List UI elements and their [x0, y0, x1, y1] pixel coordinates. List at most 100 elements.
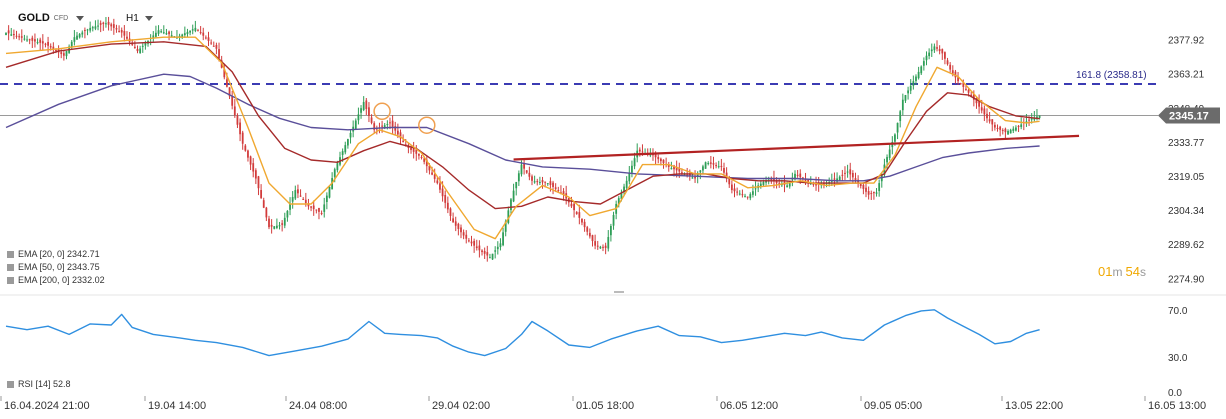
candle-body [297, 189, 299, 194]
candle-body [165, 33, 168, 35]
candle-body [91, 27, 94, 29]
candle-body [610, 225, 612, 236]
candle-body [354, 120, 357, 130]
candle-body [836, 178, 838, 182]
candle-body [197, 30, 199, 32]
symbol-selector[interactable]: GOLD CFD [18, 10, 85, 26]
candle-body [278, 225, 281, 227]
symbol-dropdown-icon[interactable] [76, 15, 85, 21]
candle-body [812, 183, 815, 185]
candle-body [99, 23, 102, 25]
candle-body [588, 232, 591, 237]
candle-body [878, 183, 881, 192]
candle-body [270, 224, 273, 227]
candle-body [257, 176, 260, 189]
candle-body [657, 157, 660, 160]
indicator-ema20[interactable]: EMA [20, 0] 2342.71 [7, 249, 100, 259]
candle-body [738, 193, 741, 195]
candle-body [389, 122, 391, 124]
candle-body [538, 181, 541, 183]
candle-body [1001, 129, 1004, 131]
candle-body [1012, 128, 1015, 131]
candle-body [333, 169, 336, 177]
time-axis-tick: 24.04 08:00 [289, 400, 347, 412]
candle-body [570, 203, 573, 207]
candle-body [980, 107, 983, 111]
candle-body [654, 153, 657, 158]
candle-body [144, 43, 147, 46]
candle-body [1009, 129, 1012, 134]
candle-body [262, 200, 265, 208]
candle-body [481, 250, 483, 253]
timeframe-selector[interactable]: H1 [126, 10, 153, 26]
candle-body [888, 149, 891, 158]
candle-body [307, 203, 310, 207]
candle-body [546, 183, 549, 185]
candle-body [515, 181, 518, 189]
settings-icon[interactable] [7, 276, 14, 284]
candle-body [183, 33, 186, 36]
candle-body [823, 183, 825, 185]
candle-body [946, 60, 949, 65]
candle-body [428, 165, 431, 171]
settings-icon[interactable] [7, 380, 14, 388]
candle-body [312, 205, 315, 210]
candle-body [733, 188, 736, 192]
candle-body [909, 85, 912, 91]
candle-body [204, 37, 207, 39]
candle-body [667, 164, 670, 167]
candle-body [375, 128, 378, 130]
candle-body [194, 27, 197, 31]
candle-body [846, 171, 849, 173]
candle-body [362, 102, 365, 111]
candle-body [126, 36, 128, 39]
candle-body [178, 35, 181, 37]
time-axis-tick: 16.04.2024 21:00 [4, 400, 90, 412]
candle-body [499, 243, 502, 248]
candle-body [494, 250, 497, 252]
candle-body [368, 107, 370, 116]
candle-body [591, 235, 594, 242]
candle-body [78, 34, 81, 38]
candle-body [983, 108, 986, 115]
candle-body [460, 227, 462, 233]
indicator-ema200[interactable]: EMA [200, 0] 2332.02 [7, 275, 105, 285]
candle-body [39, 39, 42, 43]
candle-body [105, 23, 107, 25]
candle-body [160, 31, 163, 33]
candle-body [938, 49, 941, 52]
candle-body [899, 111, 902, 122]
settings-icon[interactable] [7, 263, 14, 271]
candle-body [1017, 125, 1020, 127]
candle-body [607, 236, 610, 249]
candle-body [10, 34, 13, 36]
timeframe-dropdown-icon[interactable] [144, 15, 153, 21]
candle-body [562, 191, 565, 195]
candle-body [581, 218, 583, 223]
candle-body [275, 225, 278, 228]
candle-body [773, 178, 775, 182]
candle-body [867, 191, 870, 195]
candle-body [759, 183, 762, 187]
candle-body [928, 52, 931, 57]
candle-body [360, 108, 362, 113]
candle-body [502, 232, 504, 246]
indicator-rsi[interactable]: RSI [14] 52.8 [7, 379, 71, 389]
candle-body [510, 199, 512, 211]
candle-body [478, 245, 481, 251]
indicator-ema50[interactable]: EMA [50, 0] 2343.75 [7, 262, 100, 272]
settings-icon[interactable] [7, 250, 14, 258]
candle-body [373, 123, 376, 130]
candle-body [917, 71, 920, 79]
indicator-value: 52.8 [53, 379, 71, 389]
candle-body [744, 195, 746, 197]
candle-body [717, 166, 720, 168]
candle-body [152, 35, 155, 39]
candle-body [896, 122, 899, 133]
candle-body [715, 165, 717, 167]
candle-body [291, 197, 294, 202]
candle-body [517, 173, 520, 182]
candle-body [949, 64, 952, 70]
price-axis-tick: 2304.34 [1168, 206, 1205, 217]
